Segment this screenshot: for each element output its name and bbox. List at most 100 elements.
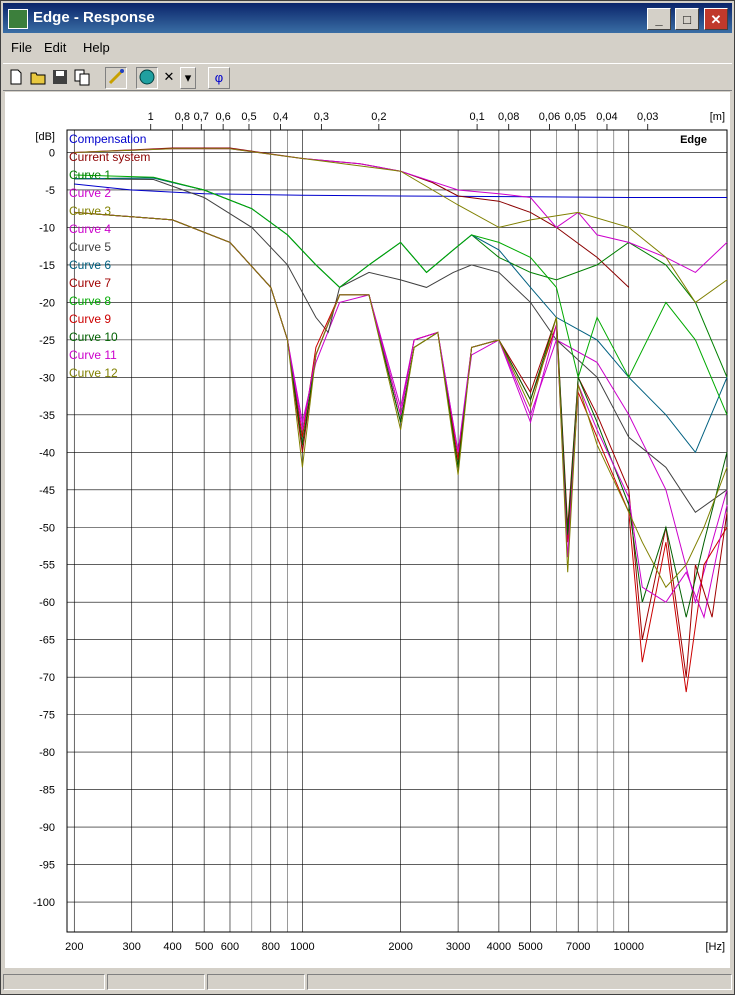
legend-entry: Curve 5: [69, 240, 111, 254]
y-unit-label: [dB]: [35, 131, 55, 143]
response-chart: 0 -5 -10 -15 -20 -25 -30 -35 -40 -45 -50 -55 -60 -65 -…: [33, 111, 728, 953]
top-tick-label: 0,3: [314, 111, 329, 123]
app-icon: [8, 9, 28, 29]
speaker-icon[interactable]: [136, 67, 158, 89]
open-folder-icon[interactable]: [28, 67, 48, 87]
legend-entry: Curve 12: [69, 366, 118, 380]
y-tick-label: -20: [39, 297, 55, 309]
y-tick-label: -75: [39, 710, 55, 722]
plot-frame: [66, 129, 728, 933]
series-line-1: [74, 183, 727, 198]
top-tick-label: 0,03: [637, 111, 658, 123]
y-tick-label: -50: [39, 522, 55, 534]
top-tick-label: 0,4: [273, 111, 288, 123]
x-tick-label: 2000: [388, 941, 412, 953]
series-line-10: [74, 174, 728, 415]
legend-entry: Curve 8: [69, 294, 111, 308]
status-bar: [3, 972, 732, 992]
remove-curve-icon[interactable]: ✕: [163, 69, 175, 84]
x-unit-label: [Hz]: [705, 941, 725, 953]
x-tick-label: 500: [195, 941, 213, 953]
minimize-button[interactable]: _: [647, 8, 671, 30]
menu-edit[interactable]: Edit: [44, 40, 67, 55]
y-tick-label: -25: [39, 335, 55, 347]
legend-entry: Curve 4: [69, 222, 111, 236]
legend-entry: Curve 9: [69, 312, 111, 326]
y-tick-label: -10: [39, 222, 55, 234]
y-tick-label: -45: [39, 485, 55, 497]
legend-entry: Curve 6: [69, 258, 111, 272]
status-panel-4: [307, 974, 732, 990]
x-tick-label: 600: [221, 941, 239, 953]
x-tick-label: 7000: [566, 941, 590, 953]
legend-entry: Curve 3: [69, 204, 111, 218]
legend-entry: Curve 10: [69, 330, 118, 344]
status-panel-2: [107, 974, 205, 990]
y-tick-label: 0: [49, 147, 55, 159]
top-tick-label: 0,08: [498, 111, 519, 123]
copy-icon[interactable]: [72, 67, 92, 87]
x-tick-label: 1000: [290, 941, 314, 953]
top-unit-label: [m]: [710, 111, 725, 123]
plot-area[interactable]: 0 -5 -10 -15 -20 -25 -30 -35 -40 -45 -50 -55 -60 -65 -…: [5, 92, 730, 968]
top-tick-label: 0,6: [215, 111, 230, 123]
top-tick-label: 0,1: [469, 111, 484, 123]
top-tick-label: 0,04: [596, 111, 617, 123]
y-tick-label: -35: [39, 410, 55, 422]
top-tick-label: 0,7: [194, 111, 209, 123]
phase-button[interactable]: φ: [208, 67, 230, 89]
edge-watermark: Edge: [680, 134, 707, 146]
y-tick-label: -80: [39, 747, 55, 759]
save-icon[interactable]: [50, 67, 70, 87]
x-tick-label: 5000: [518, 941, 542, 953]
new-file-icon[interactable]: [6, 67, 26, 87]
y-tick-label: -55: [39, 560, 55, 572]
y-tick-label: -90: [39, 822, 55, 834]
toolbar: ✕ ▾ φ: [3, 63, 732, 91]
series-line-14: [74, 211, 728, 589]
y-tick-label: -65: [39, 635, 55, 647]
legend-entry: Compensation: [69, 132, 146, 146]
top-tick-label: 0,06: [539, 111, 560, 123]
top-tick-label: 0,05: [565, 111, 586, 123]
menu-file[interactable]: File: [11, 40, 32, 55]
x-tick-label: 10000: [613, 941, 644, 953]
series-line-5: [74, 148, 728, 304]
y-tick-label: -5: [45, 185, 55, 197]
top-tick-label: 0,5: [241, 111, 256, 123]
x-tick-label: 800: [262, 941, 280, 953]
x-tick-label: 200: [65, 941, 83, 953]
status-panel-1: [3, 974, 105, 990]
y-tick-label: -85: [39, 785, 55, 797]
y-tick-label: -15: [39, 260, 55, 272]
x-tick-label: 4000: [487, 941, 511, 953]
y-tick-label: -70: [39, 672, 55, 684]
top-tick-label: 0,8: [175, 111, 190, 123]
window-title: Edge - Response: [33, 9, 155, 26]
maximize-button[interactable]: □: [675, 8, 699, 30]
x-tick-label: 3000: [446, 941, 470, 953]
title-bar[interactable]: Edge - Response _ □ ✕: [3, 3, 732, 33]
x-tick-label: 300: [123, 941, 141, 953]
legend-entry: Curve 2: [69, 186, 111, 200]
series-line-13: [74, 211, 728, 619]
menu-help[interactable]: Help: [83, 40, 110, 55]
close-button[interactable]: ✕: [704, 8, 728, 30]
draw-curve-icon[interactable]: [105, 67, 127, 89]
y-tick-label: -100: [33, 897, 55, 909]
status-panel-3: [207, 974, 305, 990]
menu-bar: File Edit Help: [3, 36, 121, 60]
top-tick-label: 0,2: [371, 111, 386, 123]
legend-entry: Curve 1: [69, 168, 111, 182]
y-tick-label: -40: [39, 447, 55, 459]
legend-entry: Curve 11: [69, 348, 117, 362]
dropdown-arrow-icon[interactable]: ▾: [180, 67, 196, 89]
y-tick-label: -60: [39, 597, 55, 609]
top-tick-label: 1: [148, 111, 154, 123]
legend-entry: Current system: [69, 150, 150, 164]
series-line-7: [74, 178, 728, 514]
y-tick-label: -30: [39, 372, 55, 384]
y-tick-label: -95: [39, 860, 55, 872]
legend-entry: Curve 7: [69, 276, 111, 290]
